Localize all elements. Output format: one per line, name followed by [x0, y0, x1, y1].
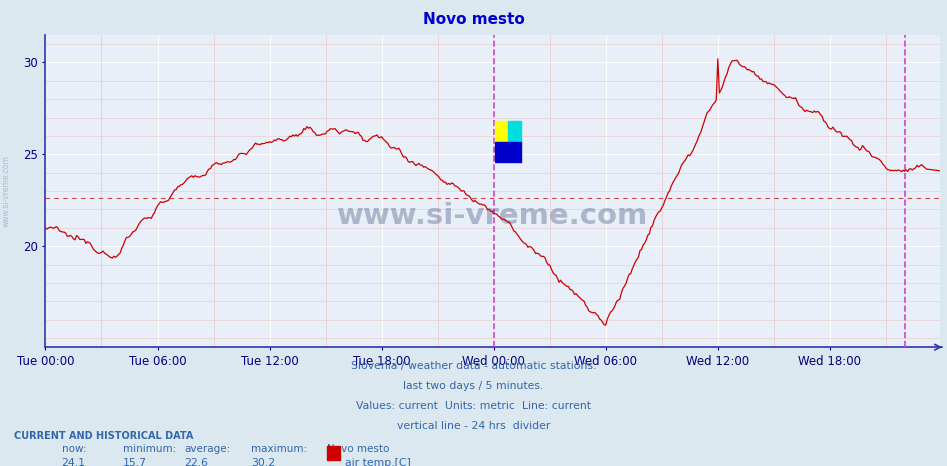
Text: www.si-vreme.com: www.si-vreme.com: [337, 202, 649, 230]
Text: last two days / 5 minutes.: last two days / 5 minutes.: [403, 381, 544, 391]
Text: 22.6: 22.6: [185, 458, 208, 466]
Bar: [508, 122, 521, 142]
Text: now:: now:: [62, 444, 86, 454]
Text: 24.1: 24.1: [62, 458, 85, 466]
Text: Novo mesto: Novo mesto: [422, 12, 525, 27]
Text: 30.2: 30.2: [251, 458, 275, 466]
Text: 15.7: 15.7: [123, 458, 147, 466]
Text: average:: average:: [185, 444, 231, 454]
Text: CURRENT AND HISTORICAL DATA: CURRENT AND HISTORICAL DATA: [14, 431, 193, 441]
Text: air temp.[C]: air temp.[C]: [345, 458, 411, 466]
Text: vertical line - 24 hrs  divider: vertical line - 24 hrs divider: [397, 421, 550, 431]
Bar: [495, 142, 521, 162]
Text: minimum:: minimum:: [123, 444, 176, 454]
Text: Slovenia / weather data - automatic stations.: Slovenia / weather data - automatic stat…: [350, 361, 597, 371]
Text: Values: current  Units: metric  Line: current: Values: current Units: metric Line: curr…: [356, 401, 591, 411]
Text: www.si-vreme.com: www.si-vreme.com: [1, 155, 10, 227]
Bar: [495, 122, 508, 142]
Text: maximum:: maximum:: [251, 444, 307, 454]
Text: Novo mesto: Novo mesto: [327, 444, 389, 454]
